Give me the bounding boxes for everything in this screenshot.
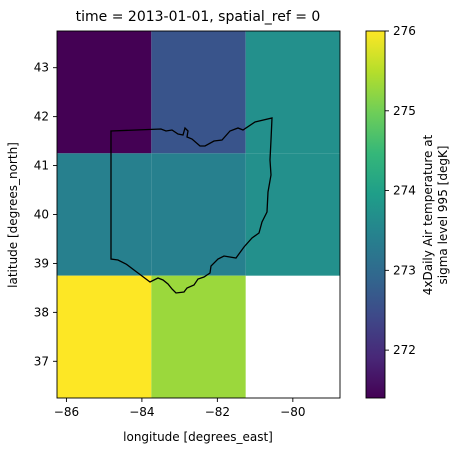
y-tick-label: 40 [34, 208, 49, 222]
x-tick-label: −80 [280, 405, 305, 419]
colorbar-tick-label: 274 [393, 184, 416, 198]
colorbar-label: 4xDaily Air temperature at sigma level 9… [421, 134, 450, 295]
heatmap-cell [57, 153, 152, 276]
heatmap-cell [57, 31, 152, 154]
y-axis-label: latitude [degrees_north] [6, 142, 20, 288]
colorbar-tick-label: 276 [393, 24, 416, 38]
heatmap-cell [151, 153, 246, 276]
heatmap-cell [151, 275, 246, 398]
x-tick-label: −86 [54, 405, 79, 419]
y-tick-label: 43 [34, 61, 49, 75]
y-tick-label: 41 [34, 159, 49, 173]
heatmap-cell [245, 153, 340, 276]
y-tick-label: 39 [34, 256, 49, 270]
colorbar-label-line1: 4xDaily Air temperature at [421, 134, 435, 295]
colorbar-tick-label: 273 [393, 263, 416, 277]
colorbar-ticks: 272 273 274 275 276 [385, 24, 416, 357]
chart-title: time = 2013-01-01, spatial_ref = 0 [76, 9, 321, 25]
heatmap-cells [57, 31, 340, 398]
y-tick-label: 38 [34, 305, 49, 319]
heatmap-cell [151, 31, 246, 154]
colorbar-label-line2: sigma level 995 [degK] [436, 146, 450, 285]
x-tick-label: −82 [205, 405, 230, 419]
x-axis: −86 −84 −82 −80 [54, 398, 305, 419]
ohio-outline [110, 117, 273, 294]
x-tick-label: −84 [129, 405, 154, 419]
y-axis: 37 38 39 40 41 42 43 [34, 61, 57, 368]
colorbar-tick-label: 272 [393, 343, 416, 357]
y-tick-label: 37 [34, 354, 49, 368]
heatmap-cell [57, 275, 152, 398]
colorbar-tick-label: 275 [393, 104, 416, 118]
heatmap-cell [245, 31, 340, 154]
y-tick-label: 42 [34, 110, 49, 124]
x-axis-label: longitude [degrees_east] [123, 430, 273, 444]
colorbar [365, 30, 386, 399]
